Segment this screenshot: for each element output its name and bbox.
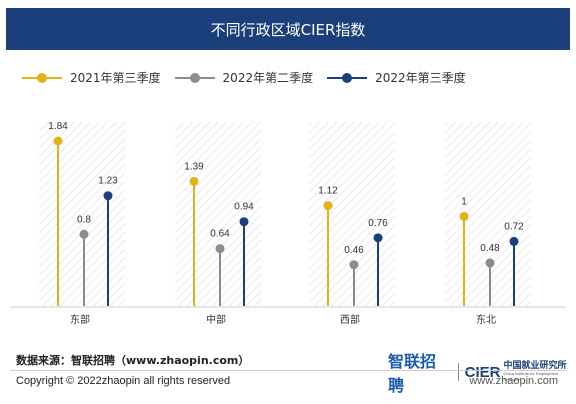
brand-logos: 智联招聘 CIER 中国就业研究所 China Institute for Em… <box>388 348 576 396</box>
category-label: 中部 <box>206 313 226 326</box>
cier-logo: CIER <box>464 363 501 381</box>
copyright-text: Copyright © 2022zhaopin all rights reser… <box>16 375 231 387</box>
cier-name: 中国就业研究所 China Institute for Employment R… <box>504 361 576 383</box>
cier-name-cn: 中国就业研究所 <box>503 361 567 371</box>
data-label: 0.64 <box>210 229 230 240</box>
chart-title: 不同行政区域CIER指数 <box>210 20 366 39</box>
legend-marker-2022q2 <box>174 72 215 83</box>
data-label: 0.48 <box>480 243 500 254</box>
chart-title-bar: 不同行政区域CIER指数 <box>6 8 570 50</box>
lollipop-point <box>79 229 89 239</box>
category-band <box>175 122 261 306</box>
lollipop-point <box>215 244 225 254</box>
lollipop-point <box>509 236 519 246</box>
data-label: 0.76 <box>368 218 388 229</box>
brand-divider <box>457 363 459 381</box>
data-label: 1.12 <box>318 186 338 197</box>
lollipop-point <box>239 217 249 227</box>
category-label: 西部 <box>340 313 360 326</box>
lollipop-point <box>189 176 199 186</box>
legend-marker-2022q3 <box>327 72 368 83</box>
legend-item-2022q3: 2022年第三季度 <box>327 69 466 86</box>
data-label: 0.8 <box>77 214 91 225</box>
lollipop-point <box>103 191 113 201</box>
legend-label-2022q3: 2022年第三季度 <box>375 71 466 85</box>
lollipop-point <box>323 201 333 211</box>
data-label: 1.23 <box>98 176 118 187</box>
category-label: 东部 <box>70 313 90 326</box>
category-band <box>39 122 125 306</box>
website-link[interactable]: www.zhaopin.com <box>469 375 558 387</box>
lollipop-point <box>373 233 383 243</box>
data-label: 0.94 <box>234 202 254 213</box>
data-source: 数据来源：智联招聘（www.zhaopin.com） <box>16 354 250 367</box>
cier-name-en: China Institute for Employment Research <box>503 371 559 382</box>
zhaopin-logo: 智联招聘 <box>388 352 437 395</box>
legend: 2021年第三季度 2022年第二季度 2022年第三季度 <box>22 69 480 86</box>
legend-marker-2021q3 <box>22 72 62 83</box>
category-label: 东北 <box>476 313 496 326</box>
legend-item-2022q2: 2022年第二季度 <box>174 69 314 86</box>
category-band <box>445 122 531 306</box>
data-label: 1 <box>461 196 467 207</box>
lollipop-point <box>485 258 495 268</box>
legend-item-2021q3: 2021年第三季度 <box>22 69 161 86</box>
lollipop-point <box>53 136 63 146</box>
legend-label-2022q2: 2022年第二季度 <box>222 71 314 85</box>
lollipop-point <box>349 260 359 270</box>
data-label: 0.46 <box>344 245 364 256</box>
category-band <box>309 122 395 306</box>
legend-label-2021q3: 2021年第三季度 <box>70 71 161 85</box>
data-label: 0.72 <box>504 221 524 232</box>
lollipop-point <box>459 211 469 221</box>
footer-divider <box>10 370 566 371</box>
data-label: 1.39 <box>184 161 204 172</box>
data-label: 1.84 <box>48 121 68 132</box>
